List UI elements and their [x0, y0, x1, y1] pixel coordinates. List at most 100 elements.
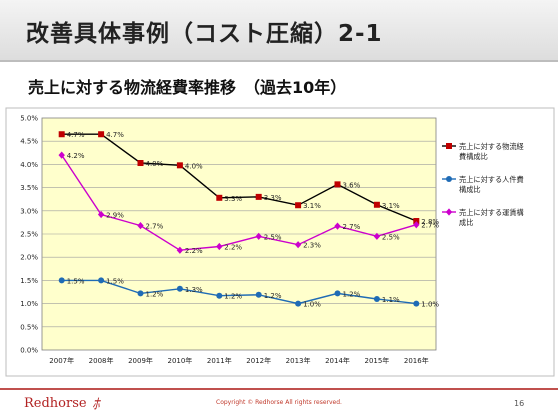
legend-label-2: 売上に対する人件費 — [459, 175, 524, 184]
y-tick-label: 2.0% — [20, 254, 38, 262]
slide-title: 改善具体事例（コスト圧縮）2-1 — [26, 21, 383, 47]
data-point-2 — [255, 291, 262, 298]
legend-marker-3 — [445, 208, 453, 216]
title-band — [0, 0, 558, 62]
legend-label-1: 売上に対する物流経 — [459, 142, 524, 151]
legend-label-1: 費構成比 — [459, 152, 488, 161]
footer-rule — [0, 388, 558, 390]
y-tick-label: 5.0% — [20, 115, 38, 123]
series-line-2 — [61, 279, 417, 305]
data-point-3 — [294, 241, 302, 249]
data-label-2: 1.5% — [67, 277, 85, 285]
data-label-3: 2.7% — [343, 223, 361, 231]
data-point-3 — [216, 242, 223, 251]
data-point-2 — [176, 285, 183, 292]
brand-logo-mark: ﾎ — [92, 395, 100, 413]
data-point-3 — [176, 246, 184, 254]
x-axis-ticks: 2007年 2008年 2009年 2010年 2011年 2012年 2013年 2014年… — [49, 356, 428, 365]
data-label-3: 2.7% — [146, 223, 164, 231]
y-tick-label: 4.0% — [20, 161, 38, 169]
data-label-1: 3.3% — [264, 194, 282, 202]
data-point-3 — [97, 210, 105, 219]
data-label-3: 2.5% — [382, 233, 400, 241]
series-line-3 — [61, 154, 417, 251]
x-tick-label: 2015年 — [364, 356, 389, 365]
x-tick-label: 2012年 — [246, 356, 271, 365]
x-tick-label: 2016年 — [404, 356, 429, 365]
y-axis-ticks: 0.0% 0.5% 1.0% 1.5% 2.0% 2.5% 3.0% 3.5% 4.0% 4.5%… — [20, 115, 38, 355]
data-label-1: 4.7% — [67, 131, 85, 139]
data-label-2: 1.5% — [106, 277, 124, 285]
y-tick-label: 0.0% — [20, 347, 38, 355]
data-point-2 — [137, 290, 144, 297]
data-point-2 — [373, 295, 380, 302]
data-label-1: 3.6% — [343, 181, 361, 189]
data-point-2 — [295, 300, 302, 307]
y-tick-label: 2.5% — [20, 231, 38, 239]
data-point-3 — [373, 232, 381, 240]
legend-label-3: 成比 — [459, 218, 473, 227]
data-label-2: 1.3% — [185, 286, 203, 294]
data-label-2: 1.2% — [146, 290, 164, 298]
data-label-3: 2.2% — [224, 244, 242, 252]
data-label-2: 1.1% — [382, 296, 400, 304]
data-label-2: 1.0% — [303, 301, 321, 309]
data-point-1 — [413, 218, 420, 225]
x-tick-label: 2014年 — [325, 356, 350, 365]
x-tick-label: 2011年 — [207, 356, 232, 365]
data-label-2: 1.2% — [343, 290, 361, 298]
data-label-3: 2.9% — [106, 212, 124, 220]
legend-marker-2 — [446, 176, 452, 182]
x-tick-label: 2010年 — [167, 356, 192, 365]
data-label-1: 4.0% — [185, 162, 203, 170]
slide-subtitle: 売上に対する物流経費率推移 （過去10年） — [28, 78, 347, 97]
data-point-1 — [255, 193, 262, 200]
x-tick-label: 2007年 — [49, 356, 74, 365]
data-point-1 — [176, 162, 183, 169]
data-label-2: 1.2% — [224, 293, 242, 301]
data-point-1 — [98, 131, 105, 138]
data-label-3: 2.7% — [421, 222, 439, 230]
data-point-2 — [58, 277, 65, 284]
data-point-1 — [295, 202, 302, 209]
data-label-1: 3.1% — [303, 202, 321, 210]
data-point-2 — [216, 292, 223, 299]
y-tick-label: 1.5% — [20, 277, 38, 285]
legend-marker-1 — [446, 143, 452, 149]
data-label-2: 1.0% — [421, 301, 439, 309]
data-label-2: 1.2% — [264, 292, 282, 300]
data-label-1: 3.3% — [224, 195, 242, 203]
legend-label-2: 構成比 — [459, 185, 481, 194]
series-group: 4.7% 4.7% 4.0% 4.0% 3.3% 3.3% 3.1% 3.6% 3.1% 2.8%… — [58, 131, 439, 309]
data-label-1: 2.8% — [421, 218, 439, 226]
y-tick-label: 0.5% — [20, 323, 38, 331]
data-point-1 — [334, 181, 341, 188]
data-label-1: 4.7% — [106, 131, 124, 139]
copyright-text: Copyright © Redhorse All rights reserved… — [216, 399, 342, 406]
data-label-3: 2.3% — [303, 242, 321, 250]
data-label-1: 4.0% — [146, 160, 164, 168]
data-label-1: 3.1% — [382, 202, 400, 210]
data-point-1 — [373, 201, 380, 208]
x-tick-label: 2009年 — [128, 356, 153, 365]
data-point-1 — [216, 194, 223, 201]
legend-label-3: 売上に対する運賃構 — [459, 208, 524, 217]
data-point-3 — [137, 222, 144, 230]
data-point-3 — [255, 232, 262, 240]
brand-logo: Redhorse — [24, 396, 87, 411]
data-point-2 — [334, 290, 341, 297]
x-tick-label: 2008年 — [89, 356, 114, 365]
data-point-3 — [58, 151, 65, 159]
data-label-3: 2.2% — [185, 247, 203, 255]
y-tick-label: 3.5% — [20, 184, 38, 192]
data-label-3: 4.2% — [67, 152, 85, 160]
series-line-1 — [61, 133, 417, 222]
data-point-1 — [58, 131, 65, 138]
data-label-3: 2.5% — [264, 233, 282, 241]
y-tick-label: 4.5% — [20, 138, 38, 146]
x-tick-label: 2013年 — [286, 356, 311, 365]
data-point-2 — [98, 277, 105, 284]
y-tick-label: 3.0% — [20, 207, 38, 215]
